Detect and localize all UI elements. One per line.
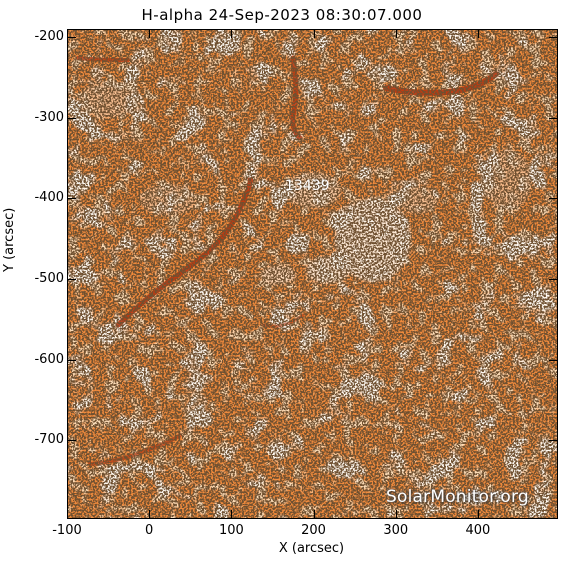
- x-tick-mark: [313, 510, 315, 518]
- x-tick-mark: [395, 30, 397, 38]
- y-tick-mark: [549, 359, 557, 361]
- x-tick-mark: [395, 510, 397, 518]
- y-tick-mark: [68, 198, 76, 200]
- x-tick-mark: [313, 30, 315, 38]
- y-tick-mark: [549, 279, 557, 281]
- x-tick-label: 300: [383, 523, 409, 538]
- x-tick-mark: [231, 30, 233, 38]
- x-tick-label: 200: [301, 523, 326, 538]
- x-tick-label: 100: [218, 523, 244, 538]
- x-tick-mark: [67, 510, 68, 518]
- solar-image-panel: [67, 29, 558, 519]
- y-tick-label: -700: [34, 432, 64, 448]
- active-region-label: 13439: [285, 178, 330, 194]
- h-alpha-solar-image: [68, 30, 557, 518]
- y-axis-label: Y (arcsec): [2, 207, 17, 272]
- y-tick-mark: [549, 37, 557, 39]
- dark-speckle-texture: [68, 30, 557, 518]
- x-tick-mark: [477, 30, 479, 38]
- x-tick-label: -100: [52, 523, 82, 538]
- y-tick-mark: [68, 279, 76, 281]
- x-tick-label: 400: [465, 523, 491, 538]
- x-tick-mark: [477, 510, 479, 518]
- x-tick-label: 0: [145, 523, 154, 538]
- y-tick-mark: [68, 37, 76, 39]
- y-tick-mark: [68, 440, 76, 442]
- y-tick-label: -200: [34, 29, 64, 45]
- y-tick-mark: [549, 198, 557, 200]
- y-tick-mark: [549, 117, 557, 119]
- x-tick-mark: [67, 30, 68, 38]
- x-tick-mark: [149, 510, 151, 518]
- solarmonitor-watermark: SolarMonitor.org: [386, 487, 529, 507]
- y-tick-label: -400: [34, 190, 64, 206]
- x-tick-mark: [231, 510, 233, 518]
- y-tick-label: -500: [34, 271, 64, 287]
- y-tick-mark: [68, 117, 76, 119]
- y-tick-mark: [549, 440, 557, 442]
- x-tick-mark: [149, 30, 151, 38]
- y-tick-label: -300: [34, 109, 64, 125]
- x-axis-label: X (arcsec): [278, 541, 345, 556]
- y-tick-label: -600: [34, 351, 64, 367]
- y-tick-mark: [68, 359, 76, 361]
- figure-title: H-alpha 24-Sep-2023 08:30:07.000: [141, 6, 423, 24]
